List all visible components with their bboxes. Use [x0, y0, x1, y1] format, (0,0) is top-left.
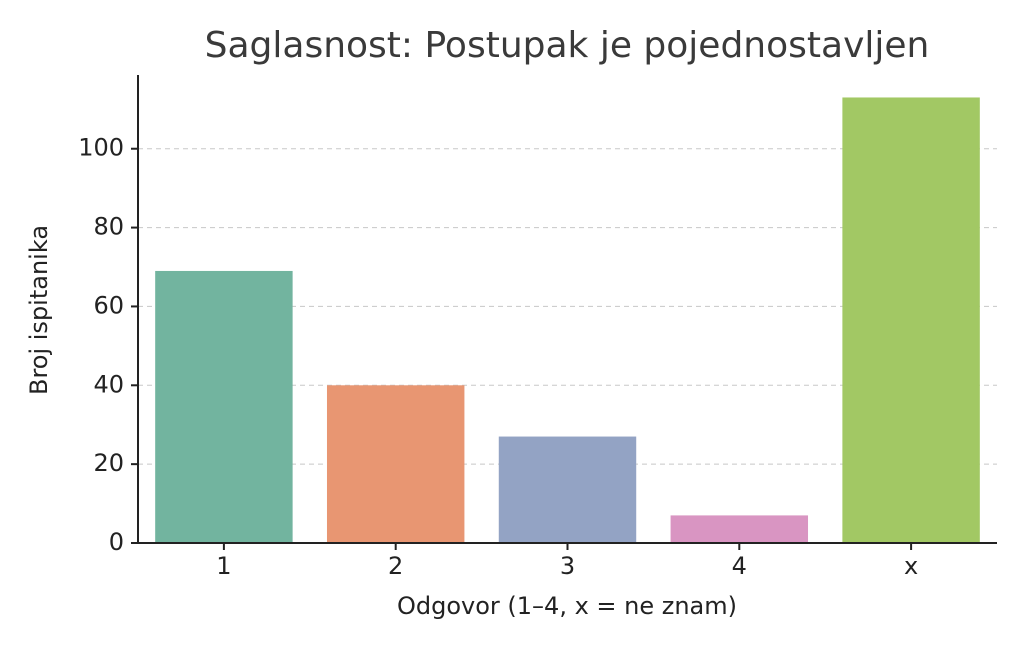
x-tick-label: x: [904, 552, 918, 580]
y-tick-label: 60: [93, 291, 124, 319]
x-axis-label: Odgovor (1–4, x = ne znam): [397, 592, 737, 620]
bar: [670, 515, 809, 543]
y-tick-label: 40: [93, 370, 124, 398]
bar: [326, 385, 465, 543]
y-tick-label: 80: [93, 213, 124, 241]
bar: [498, 436, 637, 543]
bar: [842, 97, 980, 544]
y-tick-label: 0: [109, 528, 124, 556]
y-tick-label: 20: [93, 449, 124, 477]
chart-title: Saglasnost: Postupak je pojednostavljen: [205, 25, 930, 66]
y-axis-label: Broj ispitanika: [25, 225, 53, 395]
bar: [155, 270, 293, 543]
x-tick-label: 2: [388, 552, 403, 580]
x-tick-label: 1: [216, 552, 231, 580]
y-tick-label: 100: [78, 134, 124, 162]
x-tick-label: 4: [732, 552, 747, 580]
x-tick-label: 3: [560, 552, 575, 580]
